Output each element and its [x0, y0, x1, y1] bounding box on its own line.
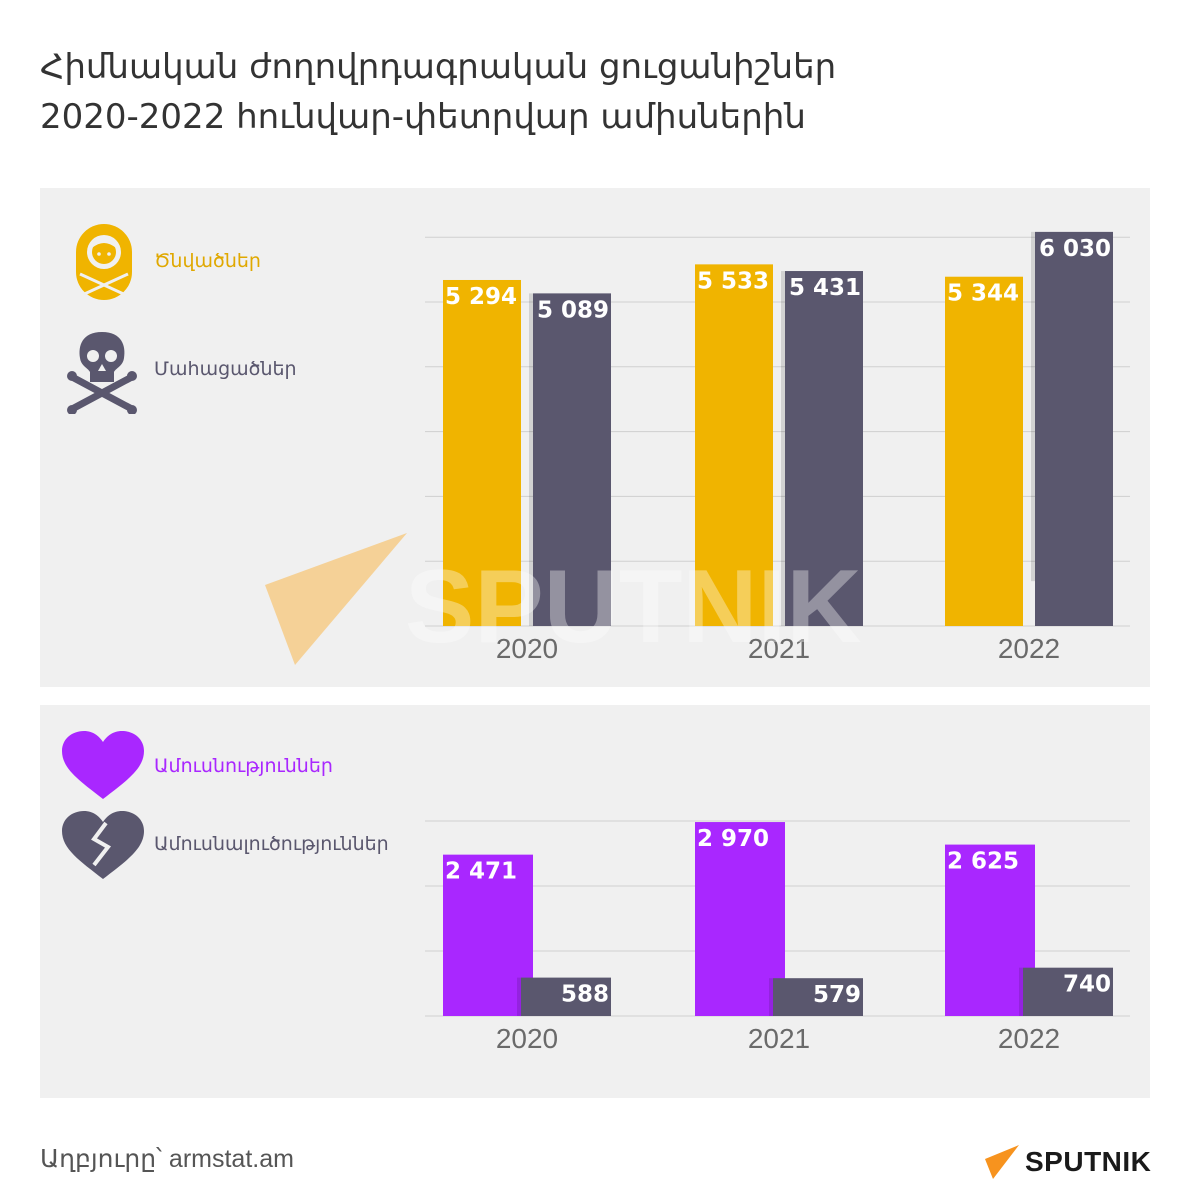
data-label: 5 431 [789, 275, 861, 301]
births-deaths-chart: 5 294 5 089 2020 5 533 5 431 2021 5 344 6 030 20… [425, 231, 1130, 664]
data-label: 5 344 [947, 281, 1019, 307]
bar-shadow [517, 977, 521, 1016]
divorces-bar [1023, 967, 1113, 1016]
bar-shadow [529, 293, 533, 626]
divorces-bar [773, 978, 863, 1016]
marriages-bar [695, 822, 785, 1016]
deaths-bar [533, 293, 611, 626]
births-bar [695, 264, 773, 626]
marriages-legend-label: Ամուսնություններ [154, 755, 333, 777]
data-label: 588 [561, 982, 609, 1008]
data-label: 2 625 [947, 849, 1019, 875]
x-tick-label: 2020 [496, 1023, 558, 1054]
title-line-1: Հիմնական ժողովրդագրական ցուցանիշներ [40, 47, 837, 87]
deaths-bar [785, 271, 863, 626]
data-label: 2 970 [697, 826, 769, 852]
births-legend-label: Ծնվածներ [154, 250, 261, 272]
marriages-bar [443, 854, 533, 1016]
data-label: 5 533 [697, 268, 769, 294]
title-line-2: 2020-2022 հունվար-փետրվար ամիսներին [40, 97, 806, 137]
deaths-legend-label: Մահացածներ [154, 358, 297, 380]
x-tick-label: 2021 [748, 633, 810, 664]
infographic-title: Հիմնական ժողովրդագրական ցուցանիշներ 2020… [40, 42, 1160, 142]
data-label: 5 089 [537, 297, 609, 323]
deaths-bar [1035, 231, 1113, 626]
births-bar [443, 279, 521, 626]
data-label: 6 030 [1039, 236, 1111, 262]
divorces-legend-label: Ամուսնալուծություններ [154, 833, 389, 855]
data-label: 5 294 [445, 284, 517, 310]
x-tick-label: 2022 [998, 1023, 1060, 1054]
source-note: Աղբյուրը՝ armstat.am [40, 1145, 294, 1173]
sputnik-logo-icon [985, 1145, 1019, 1179]
x-tick-label: 2020 [496, 633, 558, 664]
data-label: 740 [1063, 972, 1111, 998]
marriages-bar [945, 844, 1035, 1016]
divorces-bar [521, 977, 611, 1016]
bar-shadow [781, 271, 785, 626]
bar-shadow [769, 978, 773, 1016]
bar-shadow [1031, 231, 1035, 582]
data-label: 579 [813, 982, 861, 1008]
data-label: 2 471 [445, 859, 517, 885]
marriages-divorces-panel: Ամուսնություններ Ամուսնալուծություններ 2… [40, 705, 1150, 1098]
x-tick-label: 2022 [998, 633, 1060, 664]
logo-text: SPUTNIK [1025, 1146, 1152, 1177]
x-tick-label: 2021 [748, 1023, 810, 1054]
births-bar [945, 276, 1023, 626]
sputnik-logo: SPUTNIK [985, 1142, 1151, 1182]
births-deaths-panel: Ծնվածներ Մահացածներ 5 294 5 089 2020 5 533 5… [40, 188, 1150, 687]
bar-shadow [1019, 967, 1023, 1016]
